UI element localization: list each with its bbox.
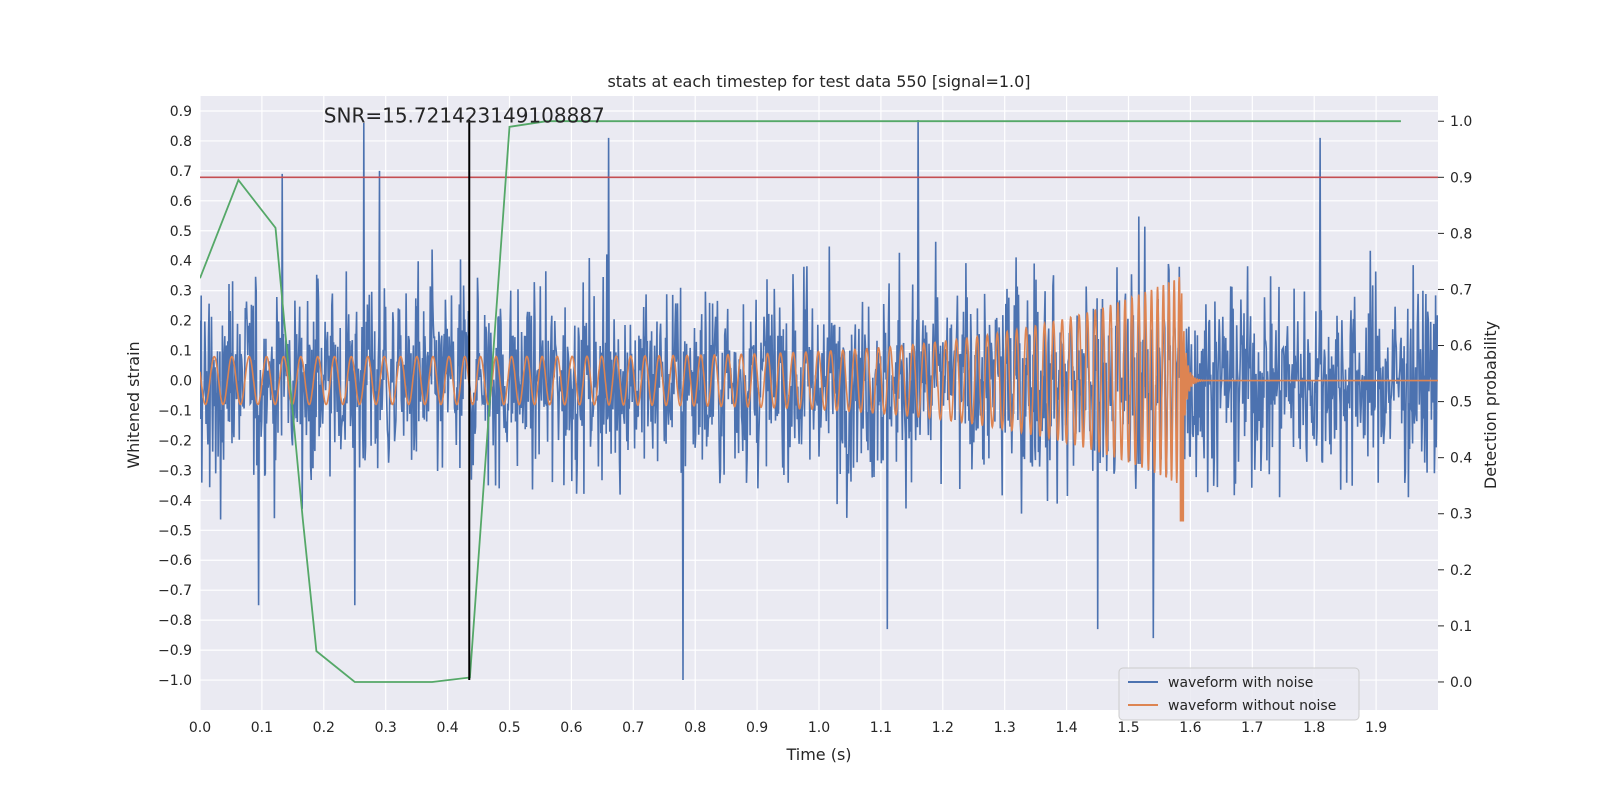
- y-left-tick-label: 0.1: [170, 344, 192, 360]
- y-left-tick-label: 0.4: [170, 254, 192, 270]
- x-tick-label: 0.0: [189, 720, 211, 736]
- y-right-axis-label: Detection probability: [1481, 321, 1500, 489]
- y-left-tick-label: 0.6: [170, 194, 192, 210]
- x-tick-label: 0.1: [251, 720, 273, 736]
- y-right-tick-label: 0.5: [1450, 395, 1472, 411]
- x-axis-ticks: 0.0 0.1 0.2 0.3 0.4 0.5 0.6 0.7 0.8 0.9 1.0 1.1 1.2 1…: [189, 720, 1387, 736]
- series-line-waveform-without-noise: [200, 276, 1438, 522]
- y-left-tick-label: −0.1: [158, 403, 192, 419]
- y-right-tick-label: 0.3: [1450, 507, 1472, 523]
- y-left-tick-label: 0.9: [170, 104, 192, 120]
- x-tick-label: 1.6: [1179, 720, 1201, 736]
- legend-box: [1118, 667, 1360, 721]
- x-tick-label: 0.4: [436, 720, 458, 736]
- x-tick-label: 0.9: [746, 720, 768, 736]
- x-tick-label: 0.2: [313, 720, 335, 736]
- y-left-tick-label: 0.8: [170, 134, 192, 150]
- y-left-tick-label: 0.5: [170, 224, 192, 240]
- y-left-tick-label: −0.9: [158, 643, 192, 659]
- y-left-tick-label: 0.3: [170, 284, 192, 300]
- y-left-axis-label: Whitened strain: [124, 341, 143, 468]
- series-line-detection-probability: [200, 120, 1401, 683]
- y-left-tick-label: −0.2: [158, 433, 192, 449]
- y-left-tick-label: −0.6: [158, 553, 192, 569]
- y-right-tick-label: 0.0: [1450, 675, 1472, 691]
- x-tick-label: 1.0: [808, 720, 830, 736]
- snr-annotation: SNR=15.721423149108887: [324, 103, 605, 127]
- x-tick-label: 0.7: [622, 720, 644, 736]
- y-left-tick-label: −1.0: [158, 673, 192, 689]
- x-tick-label: 0.6: [560, 720, 582, 736]
- x-tick-label: 1.2: [932, 720, 954, 736]
- y-left-tick-label: −0.8: [158, 613, 192, 629]
- y-right-tick-label: 0.4: [1450, 451, 1472, 467]
- x-tick-label: 1.9: [1365, 720, 1387, 736]
- legend: waveform with noise waveform without noi…: [1118, 667, 1360, 721]
- legend-label-clean: waveform without noise: [1168, 698, 1336, 714]
- y-right-axis-ticks: 1.0 0.9 0.8 0.7 0.6 0.5 0.4 0.3 0.2 0.1 0.0: [1438, 114, 1472, 691]
- y-left-tick-label: −0.7: [158, 583, 192, 599]
- y-right-tick-label: 0.9: [1450, 170, 1472, 186]
- x-axis-label: Time (s): [785, 745, 851, 764]
- chart-title: stats at each timestep for test data 550…: [607, 72, 1030, 91]
- y-left-axis-ticks: 0.9 0.8 0.7 0.6 0.5 0.4 0.3 0.2 0.1 0.0 −0.1 −0.2 −0…: [158, 104, 192, 689]
- x-tick-label: 0.8: [684, 720, 706, 736]
- x-tick-label: 1.1: [870, 720, 892, 736]
- x-tick-label: 1.5: [1117, 720, 1139, 736]
- y-left-tick-label: 0.7: [170, 164, 192, 180]
- y-left-tick-label: −0.4: [158, 493, 192, 509]
- y-right-tick-label: 0.2: [1450, 563, 1472, 579]
- y-right-tick-label: 1.0: [1450, 114, 1472, 130]
- x-tick-label: 0.3: [375, 720, 397, 736]
- y-left-tick-label: −0.3: [158, 463, 192, 479]
- y-left-tick-label: −0.5: [158, 523, 192, 539]
- y-right-tick-label: 0.7: [1450, 282, 1472, 298]
- y-right-tick-label: 0.6: [1450, 339, 1472, 355]
- y-right-tick-label: 0.1: [1450, 619, 1472, 635]
- series-layer: [200, 119, 1438, 683]
- y-left-tick-label: 0.2: [170, 314, 192, 330]
- x-tick-label: 1.8: [1303, 720, 1325, 736]
- y-right-tick-label: 0.8: [1450, 226, 1472, 242]
- x-tick-label: 0.5: [498, 720, 520, 736]
- legend-label-noisy: waveform with noise: [1168, 675, 1313, 691]
- y-left-tick-label: 0.0: [170, 374, 192, 390]
- x-tick-label: 1.4: [1055, 720, 1077, 736]
- series-line-waveform-with-noise: [200, 119, 1438, 681]
- x-tick-label: 1.7: [1241, 720, 1263, 736]
- x-tick-label: 1.3: [994, 720, 1016, 736]
